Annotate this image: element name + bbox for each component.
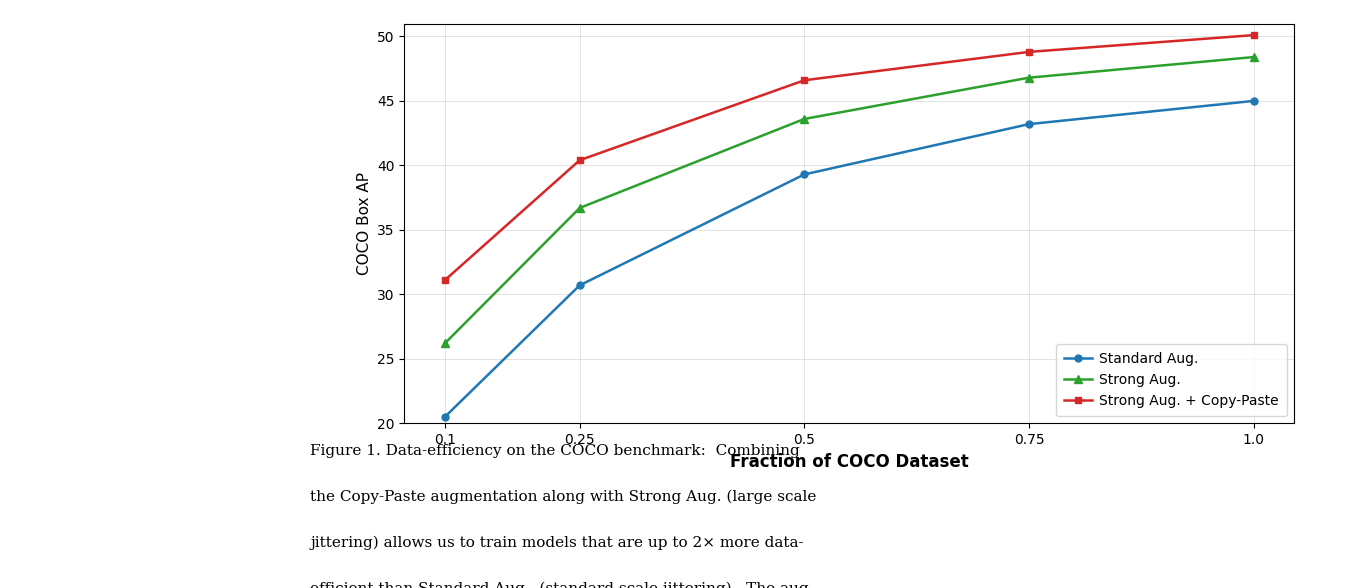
Strong Aug. [1246,54,1262,61]
Text: Figure 1. Data-efficiency on the COCO benchmark:  Combining: Figure 1. Data-efficiency on the COCO be… [310,444,799,458]
Strong Aug. + Copy-Paste [572,157,588,164]
Strong Aug. + Copy-Paste [797,77,813,84]
Line: Standard Aug.: Standard Aug. [441,98,1258,420]
Strong Aug. [797,115,813,122]
Strong Aug. [1020,74,1037,81]
Standard Aug. [797,171,813,178]
Standard Aug. [437,413,453,420]
Standard Aug. [1020,121,1037,128]
Strong Aug. + Copy-Paste [437,277,453,284]
Line: Strong Aug. + Copy-Paste: Strong Aug. + Copy-Paste [441,32,1258,283]
Strong Aug. + Copy-Paste [1246,32,1262,39]
Text: the Copy-Paste augmentation along with Strong Aug. (large scale: the Copy-Paste augmentation along with S… [310,490,817,504]
Standard Aug. [1246,98,1262,105]
Text: jittering) allows us to train models that are up to 2× more data-: jittering) allows us to train models tha… [310,536,803,550]
Legend: Standard Aug., Strong Aug., Strong Aug. + Copy-Paste: Standard Aug., Strong Aug., Strong Aug. … [1055,344,1287,416]
Text: efficient than Standard Aug.  (standard scale jittering).  The aug-: efficient than Standard Aug. (standard s… [310,582,814,588]
Y-axis label: COCO Box AP: COCO Box AP [357,172,372,275]
Strong Aug. + Copy-Paste [1020,48,1037,55]
Strong Aug. [437,340,453,347]
Strong Aug. [572,205,588,212]
X-axis label: Fraction of COCO Dataset: Fraction of COCO Dataset [729,453,969,470]
Standard Aug. [572,282,588,289]
Line: Strong Aug.: Strong Aug. [441,53,1258,348]
